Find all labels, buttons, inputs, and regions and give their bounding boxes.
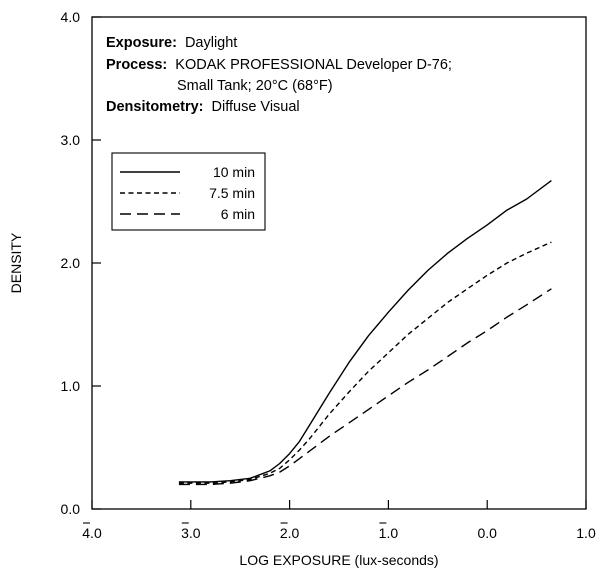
x-tick-label: 1.0 bbox=[576, 525, 596, 541]
y-axis-ticks: 0.0 1.0 2.0 3.0 4.0 bbox=[61, 9, 101, 517]
y-axis-title: DENSITY bbox=[8, 232, 24, 293]
densitometry-value: Diffuse Visual bbox=[212, 99, 300, 115]
x-tick-label: 3.0 bbox=[181, 525, 201, 541]
x-axis-ticks: 4.0 3.0 2.0 1.0 0.0 1.0 bbox=[82, 500, 596, 541]
densitometry-info: Densitometry: Diffuse Visual bbox=[106, 99, 300, 115]
x-tick-label: 4.0 bbox=[82, 525, 102, 541]
x-tick-label: 0.0 bbox=[477, 525, 497, 541]
series-lines bbox=[178, 180, 552, 486]
plot-frame bbox=[91, 16, 587, 510]
y-tick-label: 4.0 bbox=[61, 9, 81, 25]
info-block: Exposure: Daylight Process: KODAK PROFES… bbox=[106, 35, 452, 115]
legend-label: 7.5 min bbox=[209, 185, 255, 201]
process-label: Process: bbox=[106, 57, 167, 73]
legend-label: 6 min bbox=[221, 206, 255, 222]
y-tick-label: 2.0 bbox=[61, 255, 81, 271]
x-tick-label: 1.0 bbox=[379, 525, 399, 541]
x-axis-title: LOG EXPOSURE (lux-seconds) bbox=[239, 552, 438, 568]
y-tick-label: 1.0 bbox=[61, 378, 81, 394]
exposure-info: Exposure: Daylight bbox=[106, 35, 237, 51]
series-line-2 bbox=[178, 241, 552, 484]
exposure-label: Exposure: bbox=[106, 35, 177, 51]
y-tick-label: 0.0 bbox=[61, 501, 81, 517]
densitometry-label: Densitometry: bbox=[106, 99, 204, 115]
legend: 10 min 7.5 min 6 min bbox=[111, 152, 266, 231]
process-value-line1: KODAK PROFESSIONAL Developer D-76; bbox=[175, 57, 452, 73]
series-line-1 bbox=[178, 180, 552, 483]
legend-box bbox=[111, 152, 266, 231]
series-line-3 bbox=[178, 288, 552, 486]
x-tick-label: 2.0 bbox=[280, 525, 300, 541]
legend-label: 10 min bbox=[213, 164, 255, 180]
process-value-line2: Small Tank; 20°C (68°F) bbox=[177, 78, 333, 94]
y-tick-label: 3.0 bbox=[61, 132, 81, 148]
exposure-value: Daylight bbox=[185, 35, 237, 51]
process-info: Process: KODAK PROFESSIONAL Developer D-… bbox=[106, 57, 452, 73]
